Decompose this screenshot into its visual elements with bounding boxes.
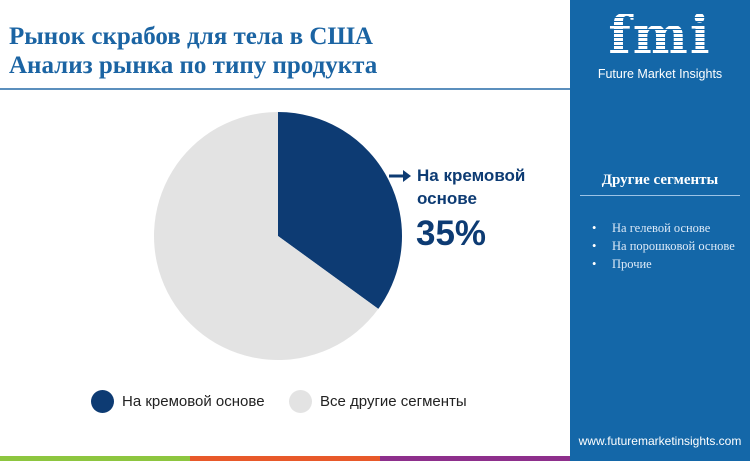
legend-item-cream: На кремовой основе: [91, 390, 265, 413]
legend-label: На кремовой основе: [122, 393, 265, 410]
segments-list: На гелевой основе На порошковой основе П…: [592, 221, 735, 275]
footer-stripe-orange: [190, 456, 380, 461]
logo-subtitle: Future Market Insights: [597, 67, 723, 81]
sidebar: fmi Future Market Insights Другие сегмен…: [570, 0, 750, 461]
callout-value: 35%: [416, 214, 487, 253]
legend-item-other: Все другие сегменты: [289, 390, 467, 413]
callout-arrow-icon: [403, 170, 411, 182]
title-line-2: Анализ рынка по типу продукта: [9, 52, 378, 79]
pie-slice-0: [278, 112, 402, 309]
list-item: На порошковой основе: [592, 239, 735, 257]
footer-stripe-green: [0, 456, 190, 461]
legend-label: Все другие сегменты: [320, 393, 467, 410]
list-item: На гелевой основе: [592, 221, 735, 239]
pie-slice-1: [153, 111, 379, 361]
fmi-logo: fmi: [570, 10, 750, 62]
website-url: www.futuremarketinsights.com: [578, 434, 742, 448]
legend-swatch: [289, 390, 312, 413]
title-line-1: Рынок скрабов для тела в США: [9, 23, 373, 50]
segments-divider: [580, 195, 740, 196]
footer-stripe-purple: [380, 456, 570, 461]
page-title: Рынок скрабов для тела в США Анализ рынк…: [9, 22, 377, 80]
title-divider: [0, 88, 570, 90]
segments-heading: Другие сегменты: [601, 172, 719, 188]
legend-swatch: [91, 390, 114, 413]
callout-label: На кремовой основе: [417, 166, 526, 208]
pie-chart: [153, 111, 411, 361]
list-item: Прочие: [592, 257, 735, 275]
